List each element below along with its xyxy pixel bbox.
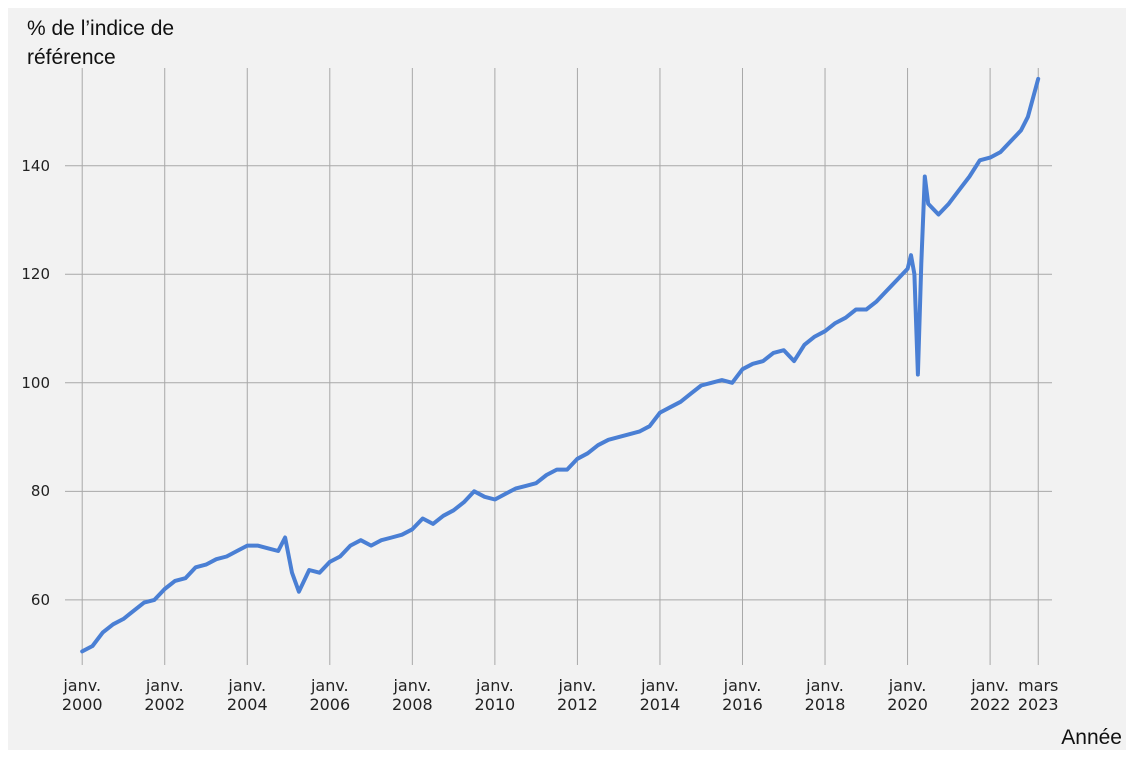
x-tick-label: janv. 2014 bbox=[639, 676, 681, 714]
x-tick-label: janv. 2018 bbox=[804, 676, 846, 714]
x-tick-label: janv. 2000 bbox=[61, 676, 103, 714]
x-axis-label: Année bbox=[1061, 726, 1122, 749]
x-tick-label: janv. 2004 bbox=[226, 676, 268, 714]
x-tick-label: janv. 2012 bbox=[557, 676, 598, 714]
y-tick-label: 100 bbox=[21, 373, 50, 392]
y-tick-label: 80 bbox=[30, 482, 50, 501]
x-tick-label: janv. 2002 bbox=[144, 676, 186, 714]
y-tick-label: 60 bbox=[30, 590, 50, 609]
x-tick-label: janv. 2008 bbox=[391, 676, 433, 714]
x-tick-label: janv. 2006 bbox=[309, 676, 351, 714]
y-axis-label: % de l’indice de référence bbox=[27, 17, 175, 69]
chart-background bbox=[8, 8, 1126, 750]
x-tick-label: mars 2023 bbox=[1017, 676, 1059, 714]
data-line bbox=[80, 76, 1041, 654]
x-tick-label: janv. 2016 bbox=[722, 676, 763, 714]
x-tick-label: janv. 2022 bbox=[969, 676, 1011, 714]
x-tick-label: janv. 2020 bbox=[887, 676, 928, 714]
y-tick-label: 120 bbox=[21, 265, 50, 284]
y-tick-label: 140 bbox=[21, 156, 50, 175]
x-tick-label: janv. 2010 bbox=[474, 676, 516, 714]
